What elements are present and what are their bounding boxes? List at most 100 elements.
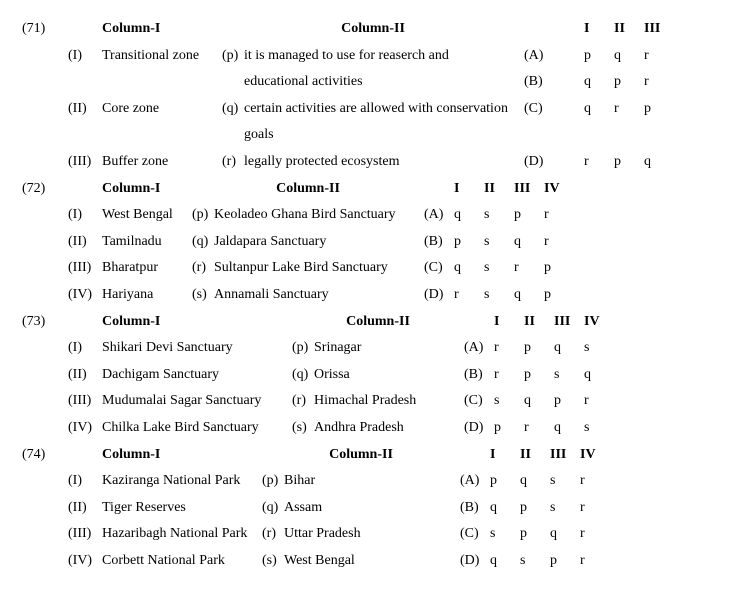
column-i-value: Mudumalai Sagar Sanctuary xyxy=(102,388,292,415)
question-row: educational activities(B)qpr xyxy=(22,69,720,96)
question-row: (IV)Hariyana(s)Annamali Sanctuary(D)rsqp xyxy=(22,282,720,309)
row-index: (III) xyxy=(68,255,102,282)
column-ii-key: (q) xyxy=(292,362,314,389)
column-ii-header: Column-II xyxy=(262,442,460,469)
answer-cell: q xyxy=(454,255,484,282)
answer-cell: q xyxy=(554,415,584,442)
answer-col-header: II xyxy=(484,176,514,203)
column-ii-header: Column-II xyxy=(192,176,424,203)
answer-col-header: I xyxy=(584,16,614,43)
answer-cell: q xyxy=(644,149,674,176)
column-i-value: Transitional zone xyxy=(102,43,222,70)
answer-cell: r xyxy=(494,335,524,362)
question-row: goals xyxy=(22,122,720,149)
answer-cell: r xyxy=(580,548,610,575)
question-number: (73) xyxy=(22,309,68,336)
option-label: (B) xyxy=(460,495,490,522)
column-ii-key: (s) xyxy=(292,415,314,442)
option-label: (C) xyxy=(464,388,494,415)
answer-col-header: IV xyxy=(580,442,610,469)
question-row: (IV)Corbett National Park(s)West Bengal(… xyxy=(22,548,720,575)
answer-cell: r xyxy=(580,521,610,548)
document-root: (71)Column-IColumn-IIIIIIII(I)Transition… xyxy=(22,16,720,574)
answer-cell: s xyxy=(484,202,514,229)
option-label: (A) xyxy=(460,468,490,495)
row-index: (I) xyxy=(68,468,102,495)
question-number: (71) xyxy=(22,16,68,43)
question-header: (73)Column-IColumn-IIIIIIIIIV xyxy=(22,309,720,336)
answer-cell: r xyxy=(644,43,674,70)
answer-cell: q xyxy=(614,43,644,70)
question-row: (III)Buffer zone(r)legally protected eco… xyxy=(22,149,720,176)
question-header: (71)Column-IColumn-IIIIIIII xyxy=(22,16,720,43)
answer-cell: s xyxy=(520,548,550,575)
answer-cell: p xyxy=(524,362,554,389)
column-ii-value: legally protected ecosystem xyxy=(244,149,524,176)
answer-cell: p xyxy=(520,521,550,548)
row-index: (I) xyxy=(68,335,102,362)
option-label: (A) xyxy=(524,43,584,70)
answer-cell: q xyxy=(550,521,580,548)
answer-cell: s xyxy=(584,415,614,442)
answer-cell: q xyxy=(520,468,550,495)
answer-col-header: III xyxy=(514,176,544,203)
answer-cell: s xyxy=(584,335,614,362)
answer-col-header: IV xyxy=(584,309,614,336)
column-ii-key: (r) xyxy=(222,149,244,176)
column-i-value: West Bengal xyxy=(102,202,192,229)
row-index: (IV) xyxy=(68,415,102,442)
column-i-value: Core zone xyxy=(102,96,222,123)
question-row: (I)Kaziranga National Park(p)Bihar(A)pqs… xyxy=(22,468,720,495)
question-header: (74)Column-IColumn-IIIIIIIIIV xyxy=(22,442,720,469)
answer-cell: s xyxy=(550,495,580,522)
question-row: (III)Bharatpur(r)Sultanpur Lake Bird San… xyxy=(22,255,720,282)
answer-cell: s xyxy=(494,388,524,415)
answer-cell: r xyxy=(524,415,554,442)
answer-cell: q xyxy=(490,548,520,575)
answer-cell: r xyxy=(580,468,610,495)
row-index: (IV) xyxy=(68,548,102,575)
question-row: (II)Dachigam Sanctuary(q)Orissa(B)rpsq xyxy=(22,362,720,389)
column-ii-value: Srinagar xyxy=(314,335,464,362)
row-index: (III) xyxy=(68,149,102,176)
answer-cell: s xyxy=(484,282,514,309)
question-row: (II)Core zone(q)certain activities are a… xyxy=(22,96,720,123)
column-i-value: Hazaribagh National Park xyxy=(102,521,262,548)
row-index: (I) xyxy=(68,202,102,229)
answer-cell: r xyxy=(494,362,524,389)
answer-cell: p xyxy=(490,468,520,495)
answer-cell: r xyxy=(544,202,574,229)
column-i-value: Chilka Lake Bird Sanctuary xyxy=(102,415,292,442)
column-ii-value: West Bengal xyxy=(284,548,460,575)
column-ii-key: (p) xyxy=(222,43,244,70)
answer-cell: p xyxy=(554,388,584,415)
answer-cell: r xyxy=(580,495,610,522)
answer-cell: s xyxy=(550,468,580,495)
column-i-value: Tamilnadu xyxy=(102,229,192,256)
column-ii-value: Annamali Sanctuary xyxy=(214,282,424,309)
answer-cell: q xyxy=(514,229,544,256)
column-ii-key: (s) xyxy=(262,548,284,575)
column-ii-value: Uttar Pradesh xyxy=(284,521,460,548)
answer-cell: q xyxy=(584,69,614,96)
row-index: (IV) xyxy=(68,282,102,309)
column-ii-value: goals xyxy=(244,122,524,149)
question-row: (II)Tamilnadu(q)Jaldapara Sanctuary(B)ps… xyxy=(22,229,720,256)
answer-col-header: II xyxy=(614,16,644,43)
column-i-value: Bharatpur xyxy=(102,255,192,282)
column-ii-key: (s) xyxy=(192,282,214,309)
answer-cell: p xyxy=(544,282,574,309)
answer-cell: p xyxy=(614,69,644,96)
answer-col-header: I xyxy=(490,442,520,469)
answer-cell: p xyxy=(614,149,644,176)
question-row: (I)Transitional zone(p)it is managed to … xyxy=(22,43,720,70)
row-index: (III) xyxy=(68,388,102,415)
option-label: (C) xyxy=(424,255,454,282)
option-label: (D) xyxy=(424,282,454,309)
question-number: (74) xyxy=(22,442,68,469)
column-ii-value: Orissa xyxy=(314,362,464,389)
answer-cell: s xyxy=(484,255,514,282)
answer-cell: p xyxy=(520,495,550,522)
question-row: (III)Mudumalai Sagar Sanctuary(r)Himacha… xyxy=(22,388,720,415)
column-ii-header: Column-II xyxy=(292,309,464,336)
